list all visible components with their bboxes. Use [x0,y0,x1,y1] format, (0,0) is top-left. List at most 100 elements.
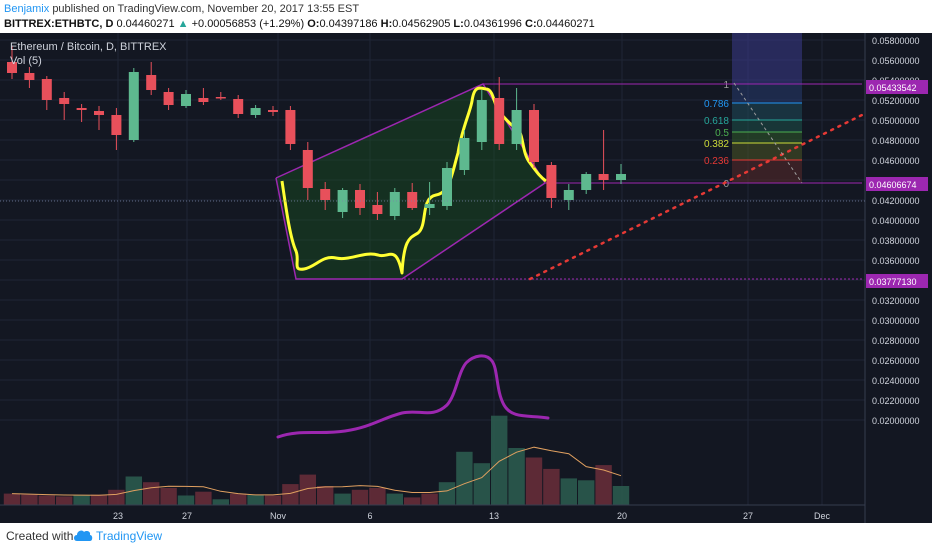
high-label: H: [380,18,393,30]
volume-bar [264,495,282,505]
candle-body [76,108,87,110]
price-tag-label: 0.03777130 [869,277,917,287]
candle-body [59,98,70,104]
volume-bar [212,499,229,505]
volume-highlight-curve[interactable] [276,354,550,439]
y-tick-label: 0.05200000 [872,96,920,106]
price-tag-label: 0.05433542 [869,83,917,93]
candle-body [94,111,104,115]
tradingview-brand-link[interactable]: TradingView [96,529,163,543]
candle-body [494,98,505,144]
fib-band [732,103,802,120]
chart-header: Benjamix published on TradingView.com, N… [0,0,932,33]
x-tick-label: Dec [814,511,831,521]
last-price: 0.04460271 [116,18,175,30]
volume-bar [299,474,316,505]
candle-body [511,110,522,144]
legend-title: Ethereum / Bitcoin, D, BITTREX [10,41,167,53]
volume-bar [195,491,212,505]
published-text: published on TradingView.com, November 2… [52,3,360,15]
grid-lines [0,33,865,505]
author-link[interactable]: Benjamix [4,3,50,15]
x-tick-label: 27 [743,511,753,521]
candle-body [163,92,174,105]
y-tick-label: 0.02200000 [872,396,920,406]
volume-bar [282,484,299,505]
candle-body [198,98,209,102]
fib-band [732,84,802,103]
candles [7,46,626,220]
volume-bars [3,415,630,505]
candle-body [581,174,592,190]
y-tick-label: 0.04600000 [872,156,920,166]
volume-bar [525,457,543,505]
candle-body [459,138,470,170]
candle-body [7,62,17,73]
volume-bar [56,496,73,505]
candle-body [128,72,139,140]
y-tick-label: 0.05800000 [872,36,920,46]
volume-bar [473,463,490,505]
volume-bar [595,465,612,505]
x-tick-label: 6 [367,511,372,521]
open-value: 0.04397186 [319,18,378,30]
volume-bar [404,497,421,505]
candle-body [407,192,418,208]
y-tick-label: 0.05600000 [872,56,920,66]
volume-bar [456,451,473,505]
fib-level-label: 0.786 [704,99,729,110]
candle-body [250,108,261,115]
chart-area[interactable]: 1 0.786 0.618 0.5 0.382 0.236 0 0.05800000 0.05… [0,33,932,523]
volume-bar [160,487,177,505]
candle-body [424,204,435,208]
y-tick-label: 0.03000000 [872,316,920,326]
volume-bar [438,482,456,505]
y-tick-label: 0.02400000 [872,376,920,386]
candle-body [146,75,157,90]
volume-bar [612,486,630,505]
pattern-outline[interactable] [275,83,547,280]
fib-level-label: 0.5 [715,128,729,139]
close-value: 0.04460271 [536,18,595,30]
y-tick-label: 0.04200000 [872,196,920,206]
fib-level-label: 0 [723,179,729,190]
price-tag-label: 0.04606674 [869,180,917,190]
close-label: C: [525,18,537,30]
candle-body [372,205,383,214]
candle-body [41,79,52,100]
price-tag-box [866,177,928,191]
change-value: +0.00056853 (+1.29%) [191,18,305,30]
x-tick-label: 13 [489,511,499,521]
tradingview-cloud-icon [74,530,93,541]
volume-bar [578,480,595,505]
candle-body [442,168,452,206]
volume-bar [543,468,560,505]
volume-bar [90,494,108,505]
price-tag-box [866,80,928,94]
candle-body [215,97,226,99]
candle-body [546,165,557,198]
volume-ma-line [11,446,622,496]
high-value: 0.04562905 [392,18,451,30]
fib-band [732,143,802,160]
y-tick-label: 0.02000000 [872,416,920,426]
volume-bar [73,495,90,505]
y-tick-label: 0.05000000 [872,116,920,126]
volume-bar [143,482,160,505]
x-tick-label: 27 [182,511,192,521]
volume-bar [3,493,21,505]
low-value: 0.04361996 [463,18,522,30]
volume-bar [369,487,386,505]
trend-line[interactable] [528,113,864,281]
footer: Created with TradingView [0,523,932,550]
fib-level-label: 0.236 [704,156,729,167]
volume-bar [38,495,55,505]
candle-body [268,110,278,112]
volume-bar [508,448,525,505]
y-tick-label: 0.03600000 [872,256,920,266]
volume-bar [560,478,577,505]
fib-level-label: 1 [723,80,729,91]
candle-body [320,189,331,200]
